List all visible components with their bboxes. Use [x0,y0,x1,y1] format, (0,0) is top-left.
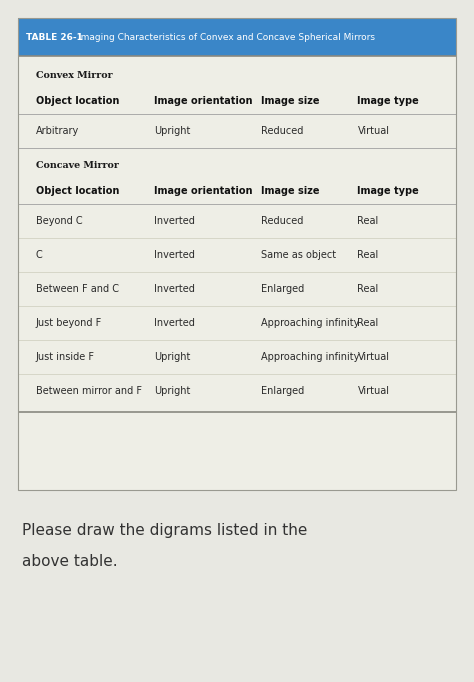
Text: Upright: Upright [154,352,190,362]
Text: Image orientation: Image orientation [154,186,252,196]
Text: Between mirror and F: Between mirror and F [36,386,142,396]
Text: Real: Real [357,318,379,328]
Text: Imaging Characteristics of Convex and Concave Spherical Mirrors: Imaging Characteristics of Convex and Co… [78,33,375,42]
Text: Concave Mirror: Concave Mirror [36,160,118,170]
Text: Approaching infinity: Approaching infinity [261,318,359,328]
Text: Enlarged: Enlarged [261,386,304,396]
Text: Inverted: Inverted [154,216,195,226]
Bar [18,18,456,56]
Text: Image size: Image size [261,186,319,196]
Text: Reduced: Reduced [261,216,303,226]
Bar [18,56,456,490]
Text: Object location: Object location [36,96,119,106]
Text: Image size: Image size [261,96,319,106]
Text: Between F and C: Between F and C [36,284,118,294]
Bar [18,18,456,490]
Text: Virtual: Virtual [357,352,390,362]
Text: Just inside F: Just inside F [36,352,94,362]
Text: Object location: Object location [36,186,119,196]
Text: Inverted: Inverted [154,284,195,294]
Text: Arbitrary: Arbitrary [36,126,79,136]
Text: Image type: Image type [357,186,419,196]
Text: Reduced: Reduced [261,126,303,136]
Text: Just beyond F: Just beyond F [36,318,102,328]
Text: Upright: Upright [154,386,190,396]
Text: Image type: Image type [357,96,419,106]
Text: Virtual: Virtual [357,126,390,136]
Text: Real: Real [357,284,379,294]
Text: C: C [36,250,42,260]
Text: Image orientation: Image orientation [154,96,252,106]
Text: Inverted: Inverted [154,318,195,328]
Text: Real: Real [357,216,379,226]
Text: Upright: Upright [154,126,190,136]
Text: Convex Mirror: Convex Mirror [36,70,112,80]
Text: Beyond C: Beyond C [36,216,82,226]
Text: above table.: above table. [22,554,118,569]
Text: Real: Real [357,250,379,260]
Text: Please draw the digrams listed in the: Please draw the digrams listed in the [22,522,307,537]
Text: Approaching infinity: Approaching infinity [261,352,359,362]
Text: Enlarged: Enlarged [261,284,304,294]
Text: Inverted: Inverted [154,250,195,260]
Text: Virtual: Virtual [357,386,390,396]
Text: TABLE 26-1: TABLE 26-1 [26,33,83,42]
Text: Same as object: Same as object [261,250,336,260]
